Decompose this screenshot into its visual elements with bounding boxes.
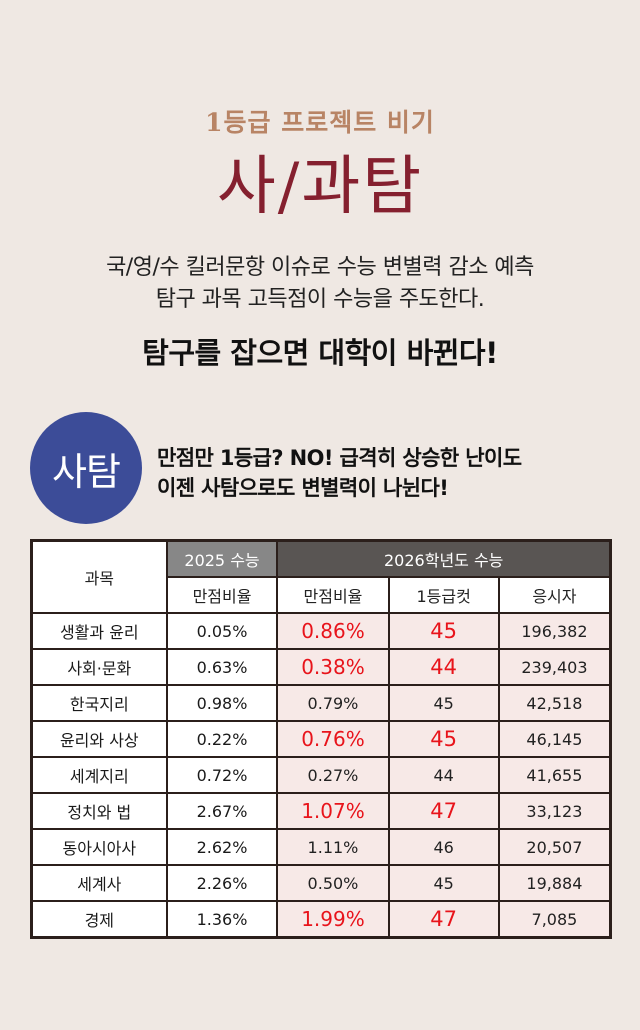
- column-header-grade1-cut: 1등급컷: [387, 576, 500, 614]
- cell-subject: 세계지리: [30, 756, 168, 794]
- column-header-perfect-2026: 만점비율: [276, 576, 390, 614]
- cell-subject: 윤리와 사상: [30, 720, 168, 758]
- description-line: 국/영/수 킬러문항 이슈로 수능 변별력 감소 예측: [106, 255, 534, 280]
- kicker-text: 1등급 프로젝트 비기: [205, 108, 435, 137]
- cell-perfect-2026: 1.11%: [276, 828, 390, 866]
- subject-column-header: 과목: [30, 539, 168, 614]
- cell-perfect-2026: 0.27%: [276, 756, 390, 794]
- cell-perfect-2026: 0.76%: [276, 720, 390, 758]
- table-row: 사회·문화 0.63% 0.38% 44 239,403: [30, 648, 612, 686]
- cell-takers: 20,507: [497, 828, 612, 866]
- cell-grade1-cut: 47: [387, 900, 500, 939]
- cell-perfect-2026: 0.79%: [276, 684, 390, 722]
- cell-perfect-2026: 0.86%: [276, 612, 390, 650]
- group-header-2025: 2025 수능: [165, 539, 279, 578]
- table-body: 생활과 윤리 0.05% 0.86% 45 196,382 사회·문화 0.63…: [30, 612, 612, 939]
- cell-takers: 42,518: [497, 684, 612, 722]
- group-header-2026: 2026학년도 수능: [276, 539, 612, 578]
- cell-grade1-cut: 45: [387, 612, 500, 650]
- cell-subject: 사회·문화: [30, 648, 168, 686]
- table-sub-header-row: 만점비율 만점비율 1등급컷 응시자: [32, 576, 612, 614]
- cell-grade1-cut: 45: [387, 684, 500, 722]
- cell-takers: 46,145: [497, 720, 612, 758]
- cell-takers: 33,123: [497, 792, 612, 830]
- table-row: 세계지리 0.72% 0.27% 44 41,655: [30, 756, 612, 794]
- table-row: 윤리와 사상 0.22% 0.76% 45 46,145: [30, 720, 612, 758]
- table-row: 생활과 윤리 0.05% 0.86% 45 196,382: [30, 612, 612, 650]
- cell-takers: 41,655: [497, 756, 612, 794]
- table-row: 동아시아사 2.62% 1.11% 46 20,507: [30, 828, 612, 866]
- headline: 탐구를 잡으면 대학이 바뀐다!: [142, 336, 498, 370]
- table-row: 세계사 2.26% 0.50% 45 19,884: [30, 864, 612, 902]
- cell-subject: 세계사: [30, 864, 168, 902]
- cell-perfect-2025: 0.05%: [165, 612, 279, 650]
- cell-perfect-2025: 2.62%: [165, 828, 279, 866]
- cell-grade1-cut: 47: [387, 792, 500, 830]
- cell-subject: 동아시아사: [30, 828, 168, 866]
- tagline-line: 만점만 1등급? NO! 급격히 상승한 난이도: [157, 446, 522, 470]
- cell-grade1-cut: 44: [387, 648, 500, 686]
- cell-subject: 한국지리: [30, 684, 168, 722]
- tagline-line: 이젠 사탐으로도 변별력이 나뉜다!: [157, 476, 449, 500]
- cell-perfect-2025: 1.36%: [165, 900, 279, 939]
- description-line: 탐구 과목 고득점이 수능을 주도한다.: [155, 287, 485, 312]
- cell-takers: 7,085: [497, 900, 612, 939]
- table-row: 경제 1.36% 1.99% 47 7,085: [30, 900, 612, 939]
- cell-perfect-2025: 0.63%: [165, 648, 279, 686]
- table-row: 한국지리 0.98% 0.79% 45 42,518: [30, 684, 612, 722]
- cell-grade1-cut: 45: [387, 720, 500, 758]
- badge-label: 사탐: [52, 449, 121, 494]
- cell-perfect-2025: 0.22%: [165, 720, 279, 758]
- table-group-header-row: 과목 2025 수능 2026학년도 수능: [30, 539, 612, 614]
- cell-takers: 19,884: [497, 864, 612, 902]
- cell-perfect-2026: 1.99%: [276, 900, 390, 939]
- cell-perfect-2025: 0.72%: [165, 756, 279, 794]
- cell-takers: 196,382: [497, 612, 612, 650]
- cell-subject: 경제: [30, 900, 168, 939]
- cell-perfect-2026: 1.07%: [276, 792, 390, 830]
- section-tagline: 만점만 1등급? NO! 급격히 상승한 난이도 이젠 사탐으로도 변별력이 나…: [157, 443, 522, 503]
- cell-grade1-cut: 45: [387, 864, 500, 902]
- cell-subject: 정치와 법: [30, 792, 168, 830]
- cell-grade1-cut: 44: [387, 756, 500, 794]
- cell-perfect-2026: 0.50%: [276, 864, 390, 902]
- score-table: 과목 2025 수능 2026학년도 수능 만점비율 만점비율 1등급컷 응시자…: [30, 539, 612, 939]
- cell-perfect-2026: 0.38%: [276, 648, 390, 686]
- cell-subject: 생활과 윤리: [30, 612, 168, 650]
- section-badge: 사탐: [30, 412, 142, 524]
- description: 국/영/수 킬러문항 이슈로 수능 변별력 감소 예측 탐구 과목 고득점이 수…: [0, 252, 640, 316]
- column-header-takers: 응시자: [497, 576, 612, 614]
- page-title: 사/과탐: [216, 150, 424, 224]
- table-row: 정치와 법 2.67% 1.07% 47 33,123: [30, 792, 612, 830]
- cell-perfect-2025: 2.26%: [165, 864, 279, 902]
- cell-grade1-cut: 46: [387, 828, 500, 866]
- cell-perfect-2025: 2.67%: [165, 792, 279, 830]
- cell-perfect-2025: 0.98%: [165, 684, 279, 722]
- cell-takers: 239,403: [497, 648, 612, 686]
- column-header-perfect-2025: 만점비율: [165, 576, 279, 614]
